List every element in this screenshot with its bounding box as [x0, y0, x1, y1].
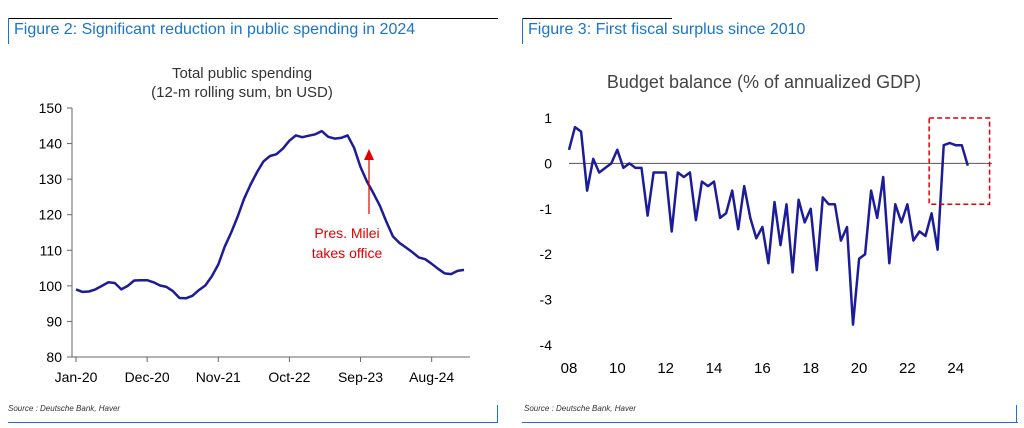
figure-2-chart: Total public spending (12-m rolling sum, … [39, 65, 470, 385]
x-tick-label: Oct-22 [268, 369, 310, 385]
figure-3-panel: Figure 3: First fiscal surplus since 201… [516, 0, 1024, 428]
figure-2-source: Source : Deutsche Bank, Haver [8, 404, 121, 413]
y-tick-label: 140 [39, 136, 63, 152]
y-tick-label: 120 [39, 207, 63, 223]
chart-title: Budget balance (% of annualized GDP) [607, 72, 921, 92]
figure-3-bottom-marker [1016, 405, 1017, 423]
figure-3-chart: Budget balance (% of annualized GDP) -4 -3… [540, 72, 992, 377]
annotation-label-line1: Pres. Milei [314, 225, 379, 241]
chart-subtitle: (12-m rolling sum, bn USD) [151, 84, 333, 101]
y-tick-label: -1 [540, 201, 553, 217]
x-tick-label: 12 [657, 360, 674, 377]
annotation-label-line2: takes office [312, 245, 383, 261]
x-tick-label: Jan-20 [55, 369, 98, 385]
figure-3-bottom-rule [522, 422, 1018, 423]
y-tick-label: 80 [46, 349, 62, 365]
y-tick-label: 1 [544, 110, 552, 126]
figure-3-source: Source : Deutsche Bank, Haver [524, 404, 637, 413]
x-tick-label: 08 [561, 360, 578, 377]
y-tick-label: 150 [39, 100, 63, 116]
x-tick-label: Dec-20 [125, 369, 170, 385]
y-tick-label: 100 [39, 278, 63, 294]
x-tick-label: 14 [706, 360, 723, 377]
y-tick-label: 110 [40, 242, 63, 258]
figure-3-title: Figure 3: First fiscal surplus since 201… [528, 21, 806, 38]
highlight-box [928, 117, 991, 206]
series-line-public-spending [75, 129, 465, 300]
y-tick-label: 0 [544, 155, 552, 171]
figure-3-title-rule [522, 18, 672, 19]
y-tick-label: -4 [540, 337, 553, 353]
y-tick-label: -3 [540, 292, 553, 308]
x-tick-label: 16 [754, 360, 771, 377]
figure-3-title-marker [522, 18, 523, 44]
x-tick-label: 24 [947, 360, 964, 377]
figure-2-bottom-marker [497, 405, 498, 423]
y-tick-label: -2 [540, 246, 553, 262]
x-tick-label: 22 [899, 360, 916, 377]
x-tick-label: 18 [802, 360, 819, 377]
x-tick-label: 10 [609, 360, 626, 377]
x-tick-label: Aug-24 [409, 369, 454, 385]
series-line-budget-balance [567, 125, 969, 326]
chart-title: Total public spending [172, 65, 312, 82]
figure-2-panel: Figure 2: Significant reduction in publi… [0, 0, 506, 428]
figure-2-title-marker [8, 18, 9, 44]
figure-2-title: Figure 2: Significant reduction in publi… [14, 21, 416, 38]
x-tick-label: Nov-21 [196, 369, 241, 385]
figure-2-bottom-rule [8, 422, 498, 423]
figure-2-title-rule [8, 18, 498, 19]
x-tick-label: Sep-23 [338, 369, 383, 385]
x-tick-label: 20 [851, 360, 868, 377]
y-tick-label: 130 [39, 171, 63, 187]
y-tick-label: 90 [46, 313, 62, 329]
annotation-arrowhead [364, 149, 374, 160]
